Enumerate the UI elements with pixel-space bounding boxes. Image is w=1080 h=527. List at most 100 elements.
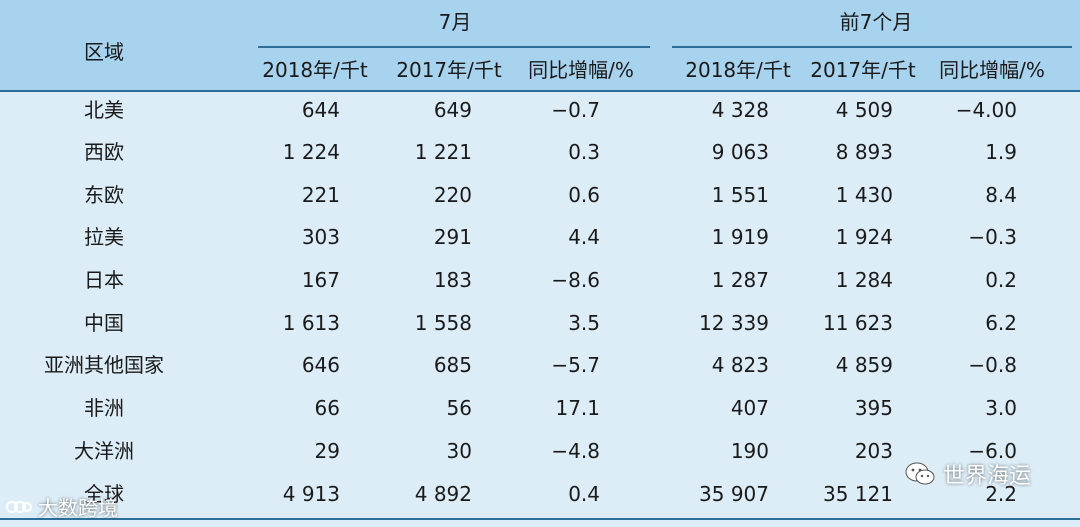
cell-region: 中国: [84, 311, 124, 335]
cell-ytd-yoy: 2.2: [985, 482, 1017, 506]
wechat-icon: [905, 462, 935, 485]
table-bottom-rule: [0, 518, 1080, 520]
header-ytd-2017: 2017年/千t: [810, 58, 916, 82]
cell-july-2018: 303: [301, 225, 340, 249]
cell-ytd-2018: 1 919: [711, 225, 769, 249]
cell-july-2018: 1 224: [282, 140, 340, 164]
table-row: 亚洲其他国家 646 685 −5.7 4 823 4 859 −0.8: [0, 344, 1080, 386]
cell-july-2017: 56: [446, 396, 472, 420]
cell-july-yoy: 17.1: [555, 396, 600, 420]
header-ytd-2018: 2018年/千t: [685, 58, 791, 82]
table-row: 东欧 221 220 0.6 1 551 1 430 8.4: [0, 174, 1080, 216]
cell-ytd-yoy: −0.3: [968, 225, 1017, 249]
cell-ytd-yoy: 8.4: [985, 183, 1017, 207]
cell-region: 大洋洲: [74, 439, 134, 463]
cell-ytd-yoy: 1.9: [985, 140, 1017, 164]
cell-region: 全球: [84, 482, 124, 506]
table-header: 区域 7月 前7个月 2018年/千t 2017年/千t 同比增幅/% 2018…: [0, 0, 1080, 92]
cell-region: 日本: [84, 268, 124, 292]
cell-region: 北美: [84, 98, 124, 122]
cell-july-2018: 167: [301, 268, 340, 292]
header-group-ytd: 前7个月: [839, 10, 913, 34]
cell-july-yoy: 0.3: [568, 140, 600, 164]
cell-july-2018: 1 613: [282, 311, 340, 335]
cell-region: 亚洲其他国家: [44, 353, 164, 377]
cell-july-yoy: −4.8: [551, 439, 600, 463]
cell-july-yoy: 3.5: [568, 311, 600, 335]
cell-ytd-yoy: 0.2: [985, 268, 1017, 292]
cell-july-2017: 4 892: [414, 482, 472, 506]
cell-july-2017: 1 558: [414, 311, 472, 335]
header-july-2018: 2018年/千t: [262, 58, 368, 82]
cell-july-2017: 291: [433, 225, 472, 249]
cell-july-yoy: 0.4: [568, 482, 600, 506]
table-row: 拉美 303 291 4.4 1 919 1 924 −0.3: [0, 216, 1080, 258]
header-group-july: 7月: [438, 10, 472, 34]
cell-july-yoy: 0.6: [568, 183, 600, 207]
cell-ytd-2018: 1 287: [711, 268, 769, 292]
cell-july-yoy: −8.6: [551, 268, 600, 292]
group-rule-ytd: [672, 46, 1072, 48]
cell-july-2017: 30: [446, 439, 472, 463]
cell-july-2017: 1 221: [414, 140, 472, 164]
cell-july-2018: 221: [301, 183, 340, 207]
cell-july-2017: 183: [433, 268, 472, 292]
cell-ytd-2018: 4 823: [711, 353, 769, 377]
table-row: 全球 4 913 4 892 0.4 35 907 35 121 2.2: [0, 473, 1080, 515]
table-row: 大洋洲 29 30 −4.8 190 203 −6.0: [0, 430, 1080, 472]
cell-region: 西欧: [84, 140, 124, 164]
cell-ytd-2018: 407: [730, 396, 769, 420]
cell-ytd-2017: 11 623: [823, 311, 893, 335]
header-july-yoy: 同比增幅/%: [528, 58, 634, 82]
cell-ytd-2017: 1 284: [835, 268, 893, 292]
cell-ytd-2018: 35 907: [699, 482, 769, 506]
cell-ytd-2017: 4 509: [835, 98, 893, 122]
cell-ytd-2017: 1 924: [835, 225, 893, 249]
cell-july-2017: 649: [433, 98, 472, 122]
cell-ytd-2017: 1 430: [835, 183, 893, 207]
watermark-right-text: 世界海运: [943, 464, 1032, 489]
cell-ytd-2017: 395: [854, 396, 893, 420]
cell-july-2018: 646: [301, 353, 340, 377]
cell-july-2018: 644: [301, 98, 340, 122]
watermark-left-text: 大数跨境: [38, 496, 118, 520]
cell-ytd-yoy: 3.0: [985, 396, 1017, 420]
cell-july-yoy: 4.4: [568, 225, 600, 249]
header-ytd-yoy: 同比增幅/%: [939, 58, 1045, 82]
cell-july-2018: 29: [314, 439, 340, 463]
cell-july-yoy: −0.7: [551, 98, 600, 122]
cell-ytd-yoy: 6.2: [985, 311, 1017, 335]
watermark-right: 世界海运: [905, 458, 1031, 490]
cell-ytd-2017: 203: [854, 439, 893, 463]
header-region: 区域: [84, 40, 124, 64]
cell-ytd-2017: 4 859: [835, 353, 893, 377]
cell-ytd-2018: 1 551: [711, 183, 769, 207]
brand-logo-icon: [6, 500, 32, 513]
table-row: 非洲 66 56 17.1 407 395 3.0: [0, 387, 1080, 429]
cell-july-2018: 66: [314, 396, 340, 420]
cell-july-2017: 685: [433, 353, 472, 377]
cell-ytd-2017: 35 121: [823, 482, 893, 506]
table-row: 日本 167 183 −8.6 1 287 1 284 0.2: [0, 259, 1080, 301]
header-july-2017: 2017年/千t: [396, 58, 502, 82]
table-row: 西欧 1 224 1 221 0.3 9 063 8 893 1.9: [0, 131, 1080, 173]
cell-ytd-yoy: −6.0: [968, 439, 1017, 463]
cell-region: 东欧: [84, 183, 124, 207]
cell-ytd-yoy: −4.00: [955, 98, 1017, 122]
cell-ytd-2018: 9 063: [711, 140, 769, 164]
cell-region: 拉美: [84, 225, 124, 249]
group-rule-july: [258, 46, 650, 48]
cell-ytd-yoy: −0.8: [968, 353, 1017, 377]
cell-ytd-2018: 12 339: [699, 311, 769, 335]
cell-ytd-2018: 4 328: [711, 98, 769, 122]
watermark-left: 大数跨境: [6, 492, 118, 521]
cell-july-yoy: −5.7: [551, 353, 600, 377]
cell-july-2018: 4 913: [282, 482, 340, 506]
cell-ytd-2017: 8 893: [835, 140, 893, 164]
table-row: 中国 1 613 1 558 3.5 12 339 11 623 6.2: [0, 302, 1080, 344]
table-row: 北美 644 649 −0.7 4 328 4 509 −4.00: [0, 89, 1080, 131]
cell-july-2017: 220: [433, 183, 472, 207]
cell-ytd-2018: 190: [730, 439, 769, 463]
cell-region: 非洲: [84, 396, 124, 420]
